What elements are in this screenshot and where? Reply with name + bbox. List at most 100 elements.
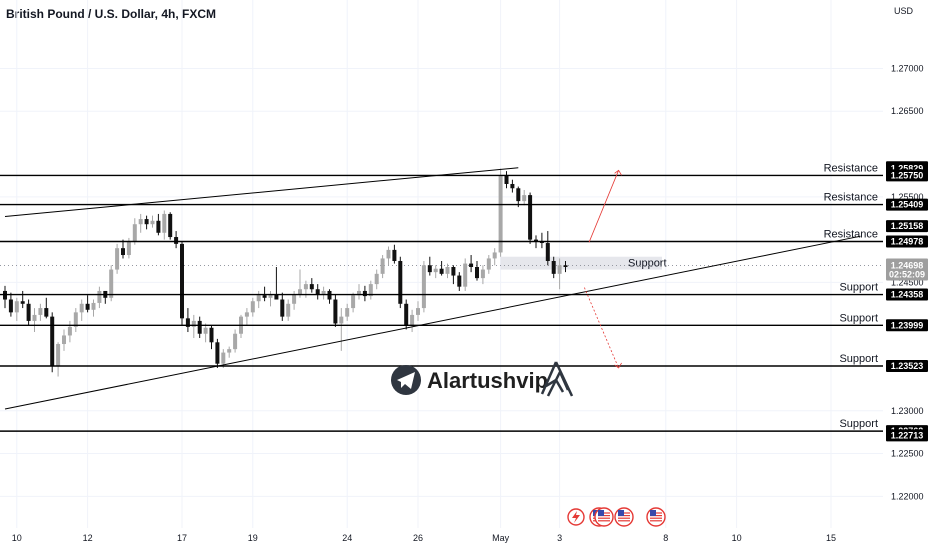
candle (551, 256, 556, 279)
candle (85, 295, 90, 313)
trendlines (4, 167, 861, 410)
candle-body (197, 320, 202, 334)
candle (180, 241, 184, 326)
price-tick-label: 1.26500 (891, 106, 924, 116)
candle-body (516, 188, 521, 202)
candle-body (97, 290, 102, 303)
candle (121, 239, 125, 259)
level-label: Support (839, 418, 878, 430)
candle (162, 210, 167, 240)
candle (433, 265, 438, 279)
candle (227, 346, 232, 358)
candle (333, 294, 338, 327)
candle (510, 179, 515, 193)
candle (109, 265, 114, 302)
candle (73, 308, 78, 333)
candle-body (504, 175, 509, 184)
candle-body (109, 269, 114, 298)
candle-body (215, 342, 220, 364)
candle (239, 314, 243, 339)
candle (62, 329, 66, 351)
candle-body (333, 299, 338, 324)
candle (504, 171, 509, 189)
level-label: Support (839, 353, 878, 365)
candle-body (180, 243, 184, 319)
candle-body (404, 303, 409, 326)
date-tick-label: 19 (248, 533, 258, 543)
brand-logo: Alartushvip (391, 361, 574, 397)
candle-body (174, 237, 179, 244)
candle (191, 314, 196, 339)
candle-body (274, 294, 279, 300)
candle (97, 286, 102, 309)
support-zone-label: Support (628, 258, 667, 270)
candle (174, 231, 179, 249)
price-tag (886, 235, 928, 248)
price-axis: 1.27000 1.26500 1.25500 1.24500 1.23000 1.225… (886, 63, 928, 501)
level-label: Resistance (824, 228, 878, 240)
candle-body (386, 249, 391, 259)
candle (380, 255, 385, 279)
candle-body (557, 265, 562, 274)
candle (339, 308, 344, 351)
candle-body (221, 352, 226, 364)
candle-body (203, 327, 208, 334)
candle-body (486, 258, 491, 270)
candle (545, 231, 550, 266)
candle-body (416, 308, 420, 315)
date-tick-label: 24 (342, 533, 352, 543)
current-price-tag (886, 258, 928, 281)
candle (475, 261, 479, 281)
candle (56, 342, 61, 377)
candle (185, 308, 190, 333)
candle-body (138, 219, 143, 225)
candle (563, 261, 568, 273)
candle-body (209, 327, 214, 343)
candle-body (298, 289, 302, 295)
candle-body (292, 294, 297, 304)
candle (445, 263, 450, 279)
date-tick-label: 10 (12, 533, 22, 543)
lightning-glyph (572, 511, 580, 523)
candle-body (150, 220, 155, 225)
candle-body (121, 248, 125, 256)
candle-body (115, 248, 120, 270)
candle-body (433, 268, 438, 273)
candle-body (132, 224, 137, 242)
candle (132, 218, 137, 245)
candle-body (510, 183, 515, 189)
date-tick-label: 15 (826, 533, 836, 543)
candle-body (38, 308, 43, 315)
candle (410, 309, 415, 333)
candle-body (79, 303, 84, 313)
candle (427, 256, 432, 276)
candle-body (144, 219, 149, 225)
candle (256, 290, 261, 309)
price-tag-text: 1.25409 (891, 200, 924, 210)
candle (374, 269, 379, 290)
candle-body (14, 301, 19, 313)
candle-body (345, 308, 350, 317)
candle-body (551, 261, 556, 274)
price-tag-text: 1.25158 (891, 221, 924, 231)
level-label: Resistance (824, 192, 878, 204)
candle (351, 292, 356, 313)
candle-body (315, 289, 320, 295)
candle (91, 299, 96, 317)
level-label: Resistance (824, 162, 878, 174)
candle (292, 290, 297, 310)
trendline-lower (4, 235, 861, 410)
lightning-icon (567, 508, 585, 526)
candle (50, 312, 55, 373)
candle (280, 292, 285, 321)
price-tag (886, 429, 928, 442)
candle (156, 213, 161, 236)
candle-body (8, 299, 13, 313)
candle (315, 284, 320, 300)
candle-body (445, 266, 450, 274)
candle (168, 212, 173, 240)
candle-body (85, 303, 90, 310)
event-markers (567, 507, 666, 527)
candle (67, 320, 72, 343)
